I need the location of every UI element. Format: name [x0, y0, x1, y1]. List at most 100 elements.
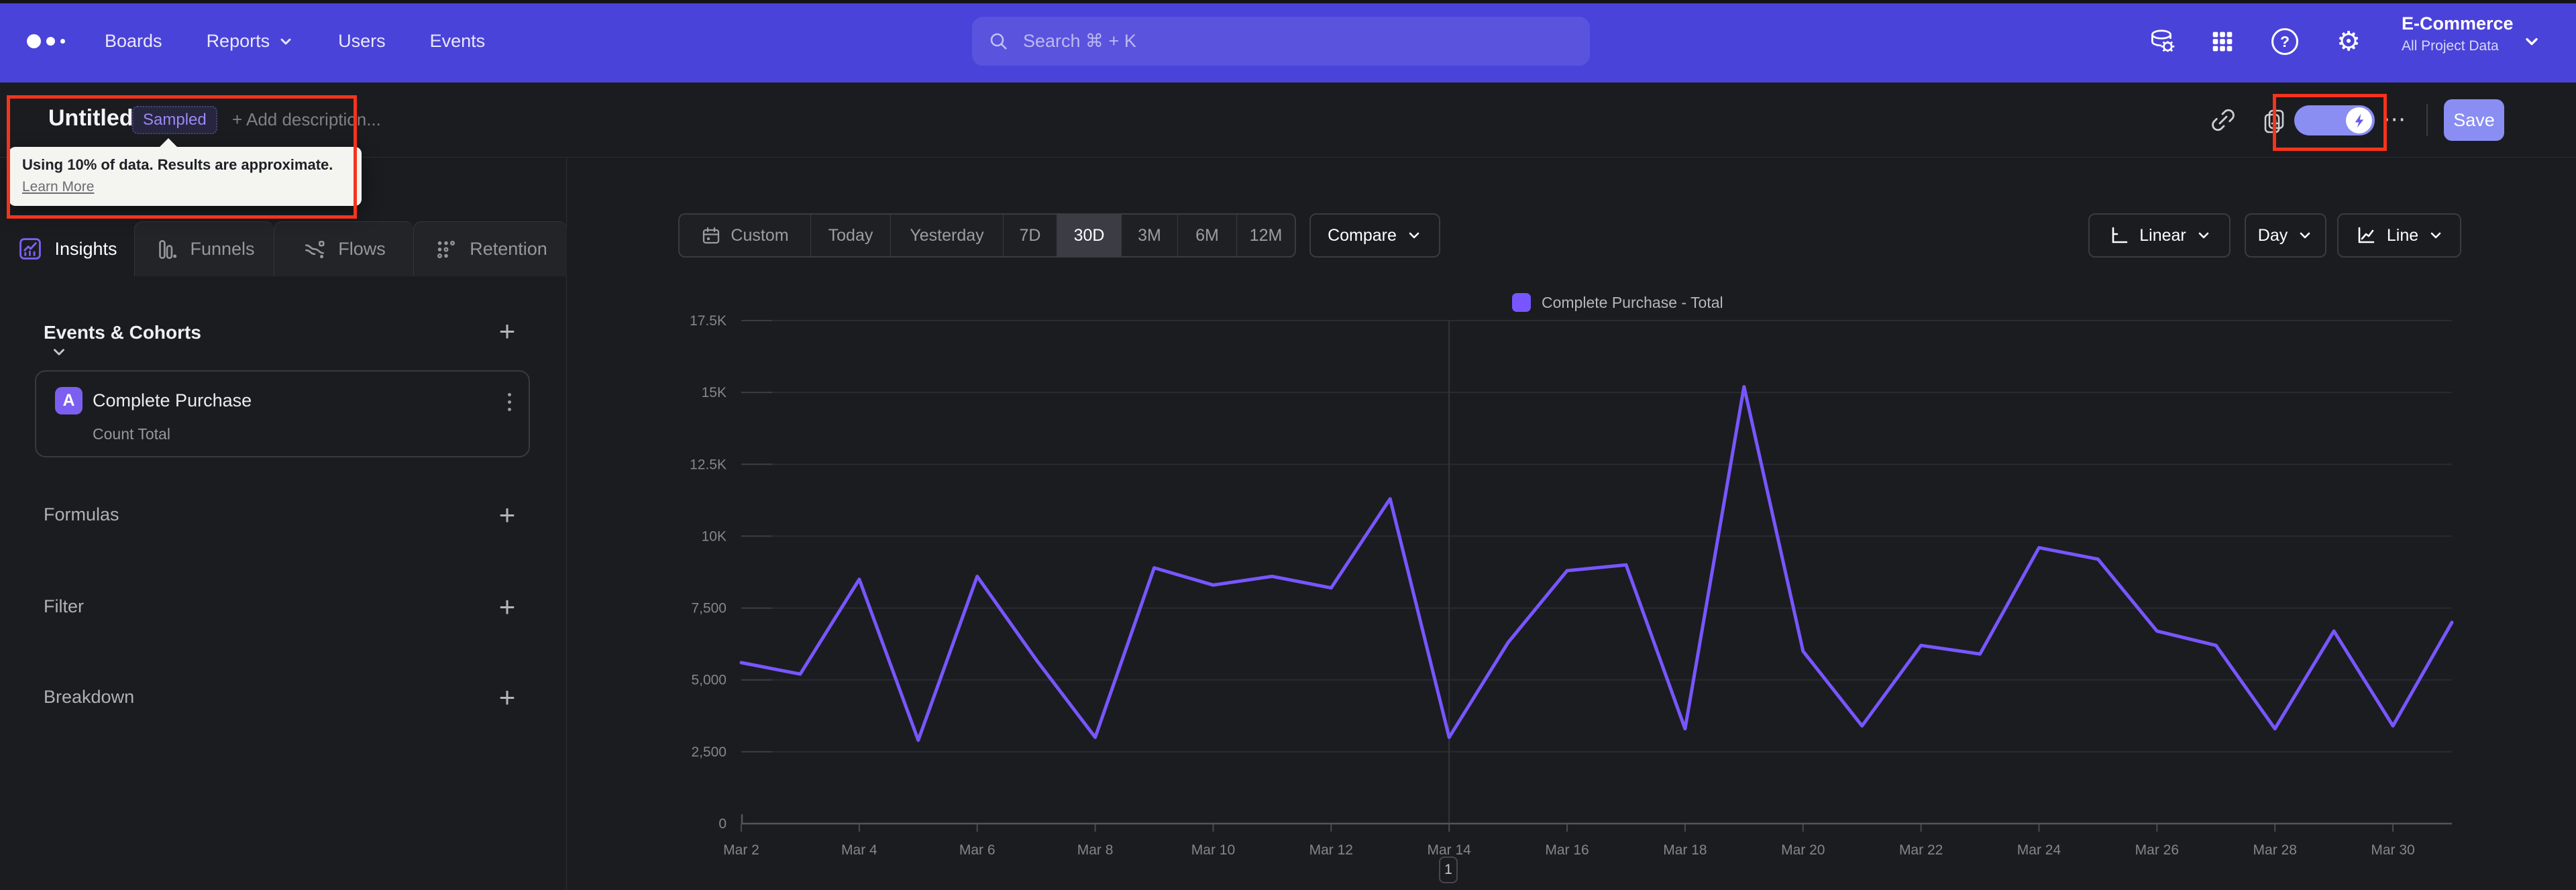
- funnels-tab-icon: [154, 237, 179, 262]
- range-yesterday[interactable]: Yesterday: [890, 215, 1003, 256]
- svg-text:12.5K: 12.5K: [690, 457, 727, 472]
- query-sidebar: Insights Funnels Flows Retention Events & C…: [0, 158, 567, 890]
- chevron-down-icon: [2430, 232, 2441, 239]
- section-filter: Filter +: [0, 591, 567, 623]
- event-metric[interactable]: Count Total: [93, 425, 170, 443]
- range-12m[interactable]: 12M: [1236, 215, 1295, 256]
- sampling-tooltip-message: Using 10% of data. Results are approxima…: [22, 156, 333, 173]
- date-range-control: Custom Today Yesterday 7D 30D 3M 6M 12M: [678, 213, 1296, 258]
- event-card[interactable]: A Complete Purchase Count Total: [35, 370, 530, 457]
- section-breakdown: Breakdown +: [0, 681, 567, 714]
- svg-text:Mar 22: Mar 22: [1899, 842, 1943, 858]
- nav-menu: Boards Reports Users Events: [105, 0, 485, 82]
- chart-type-dropdown[interactable]: Line: [2337, 213, 2461, 258]
- learn-more-link[interactable]: Learn More: [22, 179, 95, 194]
- svg-text:2,500: 2,500: [691, 744, 727, 760]
- range-7d[interactable]: 7D: [1003, 215, 1057, 256]
- data-management-icon[interactable]: [2147, 26, 2178, 57]
- search-placeholder: Search ⌘ + K: [1023, 31, 1136, 51]
- svg-text:Mar 16: Mar 16: [1545, 842, 1589, 858]
- tab-funnels[interactable]: Funnels: [134, 221, 274, 276]
- tab-label: Insights: [54, 238, 117, 259]
- add-to-board-icon[interactable]: [2259, 105, 2289, 135]
- nav-item-label: Users: [338, 31, 386, 51]
- tab-insights[interactable]: Insights: [0, 221, 134, 276]
- scale-dropdown[interactable]: Linear: [2088, 213, 2231, 258]
- svg-text:Mar 2: Mar 2: [723, 842, 759, 858]
- tab-label: Flows: [338, 239, 386, 259]
- nav-item-reports[interactable]: Reports: [207, 31, 294, 52]
- apps-grid-icon[interactable]: [2207, 26, 2238, 57]
- range-label: Today: [828, 225, 873, 245]
- nav-item-users[interactable]: Users: [338, 31, 386, 52]
- event-kebab-menu-icon[interactable]: [508, 393, 511, 411]
- svg-text:Mar 20: Mar 20: [1781, 842, 1825, 858]
- svg-text:Mar 4: Mar 4: [841, 842, 877, 858]
- svg-text:15K: 15K: [702, 385, 727, 400]
- event-name[interactable]: Complete Purchase: [93, 390, 252, 410]
- svg-text:10K: 10K: [702, 529, 727, 544]
- settings-gear-icon[interactable]: ⚙: [2337, 27, 2361, 56]
- tab-label: Retention: [470, 239, 547, 259]
- legend-swatch: [1512, 293, 1531, 312]
- svg-text:Mar 30: Mar 30: [2371, 842, 2414, 858]
- legend-item[interactable]: Complete Purchase - Total: [1512, 293, 1723, 312]
- range-label: 30D: [1073, 225, 1105, 245]
- window-top-edge: [0, 0, 2576, 3]
- legend-label: Complete Purchase - Total: [1542, 293, 1723, 311]
- range-label: 12M: [1249, 225, 1283, 245]
- events-cohorts-header: Events & Cohorts +: [0, 315, 567, 355]
- range-today[interactable]: Today: [810, 215, 890, 256]
- svg-text:Mar 12: Mar 12: [1309, 842, 1353, 858]
- tab-label: Funnels: [190, 239, 255, 259]
- more-options-button[interactable]: ⋯: [2383, 107, 2407, 132]
- chevron-down-icon: [2300, 232, 2310, 239]
- project-name: E-Commerce: [2402, 13, 2514, 34]
- nav-item-boards[interactable]: Boards: [105, 31, 162, 52]
- chevron-down-icon: [54, 349, 64, 355]
- search-input[interactable]: Search ⌘ + K: [972, 17, 1590, 66]
- chevron-down-icon: [280, 38, 291, 44]
- search-icon: [990, 33, 1007, 50]
- range-label: 6M: [1195, 225, 1219, 245]
- chevron-down-icon: [2198, 232, 2209, 239]
- header-divider: [2426, 104, 2428, 136]
- tab-flows[interactable]: Flows: [274, 221, 413, 276]
- sampled-badge[interactable]: Sampled: [132, 106, 217, 134]
- compare-button[interactable]: Compare: [1309, 213, 1440, 258]
- pagination-page-button[interactable]: 1: [1439, 856, 1458, 883]
- range-3m[interactable]: 3M: [1121, 215, 1177, 256]
- report-tabs: Insights Funnels Flows Retention: [0, 221, 567, 276]
- add-event-button[interactable]: +: [498, 315, 516, 347]
- add-breakdown-button[interactable]: +: [498, 681, 516, 713]
- events-cohorts-label[interactable]: Events & Cohorts: [44, 322, 201, 361]
- nav-item-label: Boards: [105, 31, 162, 51]
- mixpanel-logo-icon[interactable]: [27, 0, 65, 82]
- add-filter-button[interactable]: +: [498, 591, 516, 622]
- svg-text:Mar 24: Mar 24: [2017, 842, 2061, 858]
- interval-dropdown[interactable]: Day: [2245, 213, 2326, 258]
- sampling-tooltip: Using 10% of data. Results are approxima…: [9, 138, 362, 206]
- add-formulas-button[interactable]: +: [498, 499, 516, 531]
- help-icon[interactable]: ?: [2269, 26, 2300, 57]
- project-selector[interactable]: E-Commerce All Project Data: [2402, 13, 2514, 54]
- add-description-field[interactable]: + Add description...: [232, 109, 381, 129]
- range-6m[interactable]: 6M: [1177, 215, 1236, 256]
- tab-retention[interactable]: Retention: [413, 221, 567, 276]
- share-link-icon[interactable]: [2208, 105, 2238, 135]
- event-letter-badge: A: [55, 387, 83, 414]
- svg-text:Mar 8: Mar 8: [1077, 842, 1114, 858]
- range-30d[interactable]: 30D: [1057, 215, 1121, 256]
- flows-tab-icon: [302, 237, 327, 262]
- linear-scale-icon: [2112, 227, 2128, 243]
- svg-text:Mar 6: Mar 6: [959, 842, 996, 858]
- range-label: 3M: [1138, 225, 1161, 245]
- range-custom[interactable]: Custom: [680, 215, 810, 256]
- save-button[interactable]: Save: [2444, 99, 2504, 141]
- chevron-down-icon: [1409, 232, 1419, 239]
- chevron-down-icon[interactable]: [2522, 32, 2541, 51]
- section-label: Filter: [44, 596, 84, 616]
- nav-item-events[interactable]: Events: [430, 31, 486, 52]
- sampling-toggle[interactable]: [2294, 105, 2375, 135]
- report-title[interactable]: Untitled: [48, 105, 133, 131]
